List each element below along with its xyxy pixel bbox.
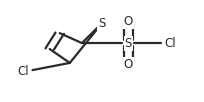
- Text: Cl: Cl: [18, 65, 29, 78]
- Text: O: O: [124, 58, 133, 71]
- Text: Cl: Cl: [165, 37, 176, 50]
- Text: S: S: [124, 37, 132, 50]
- Text: S: S: [98, 17, 106, 30]
- Text: O: O: [124, 15, 133, 28]
